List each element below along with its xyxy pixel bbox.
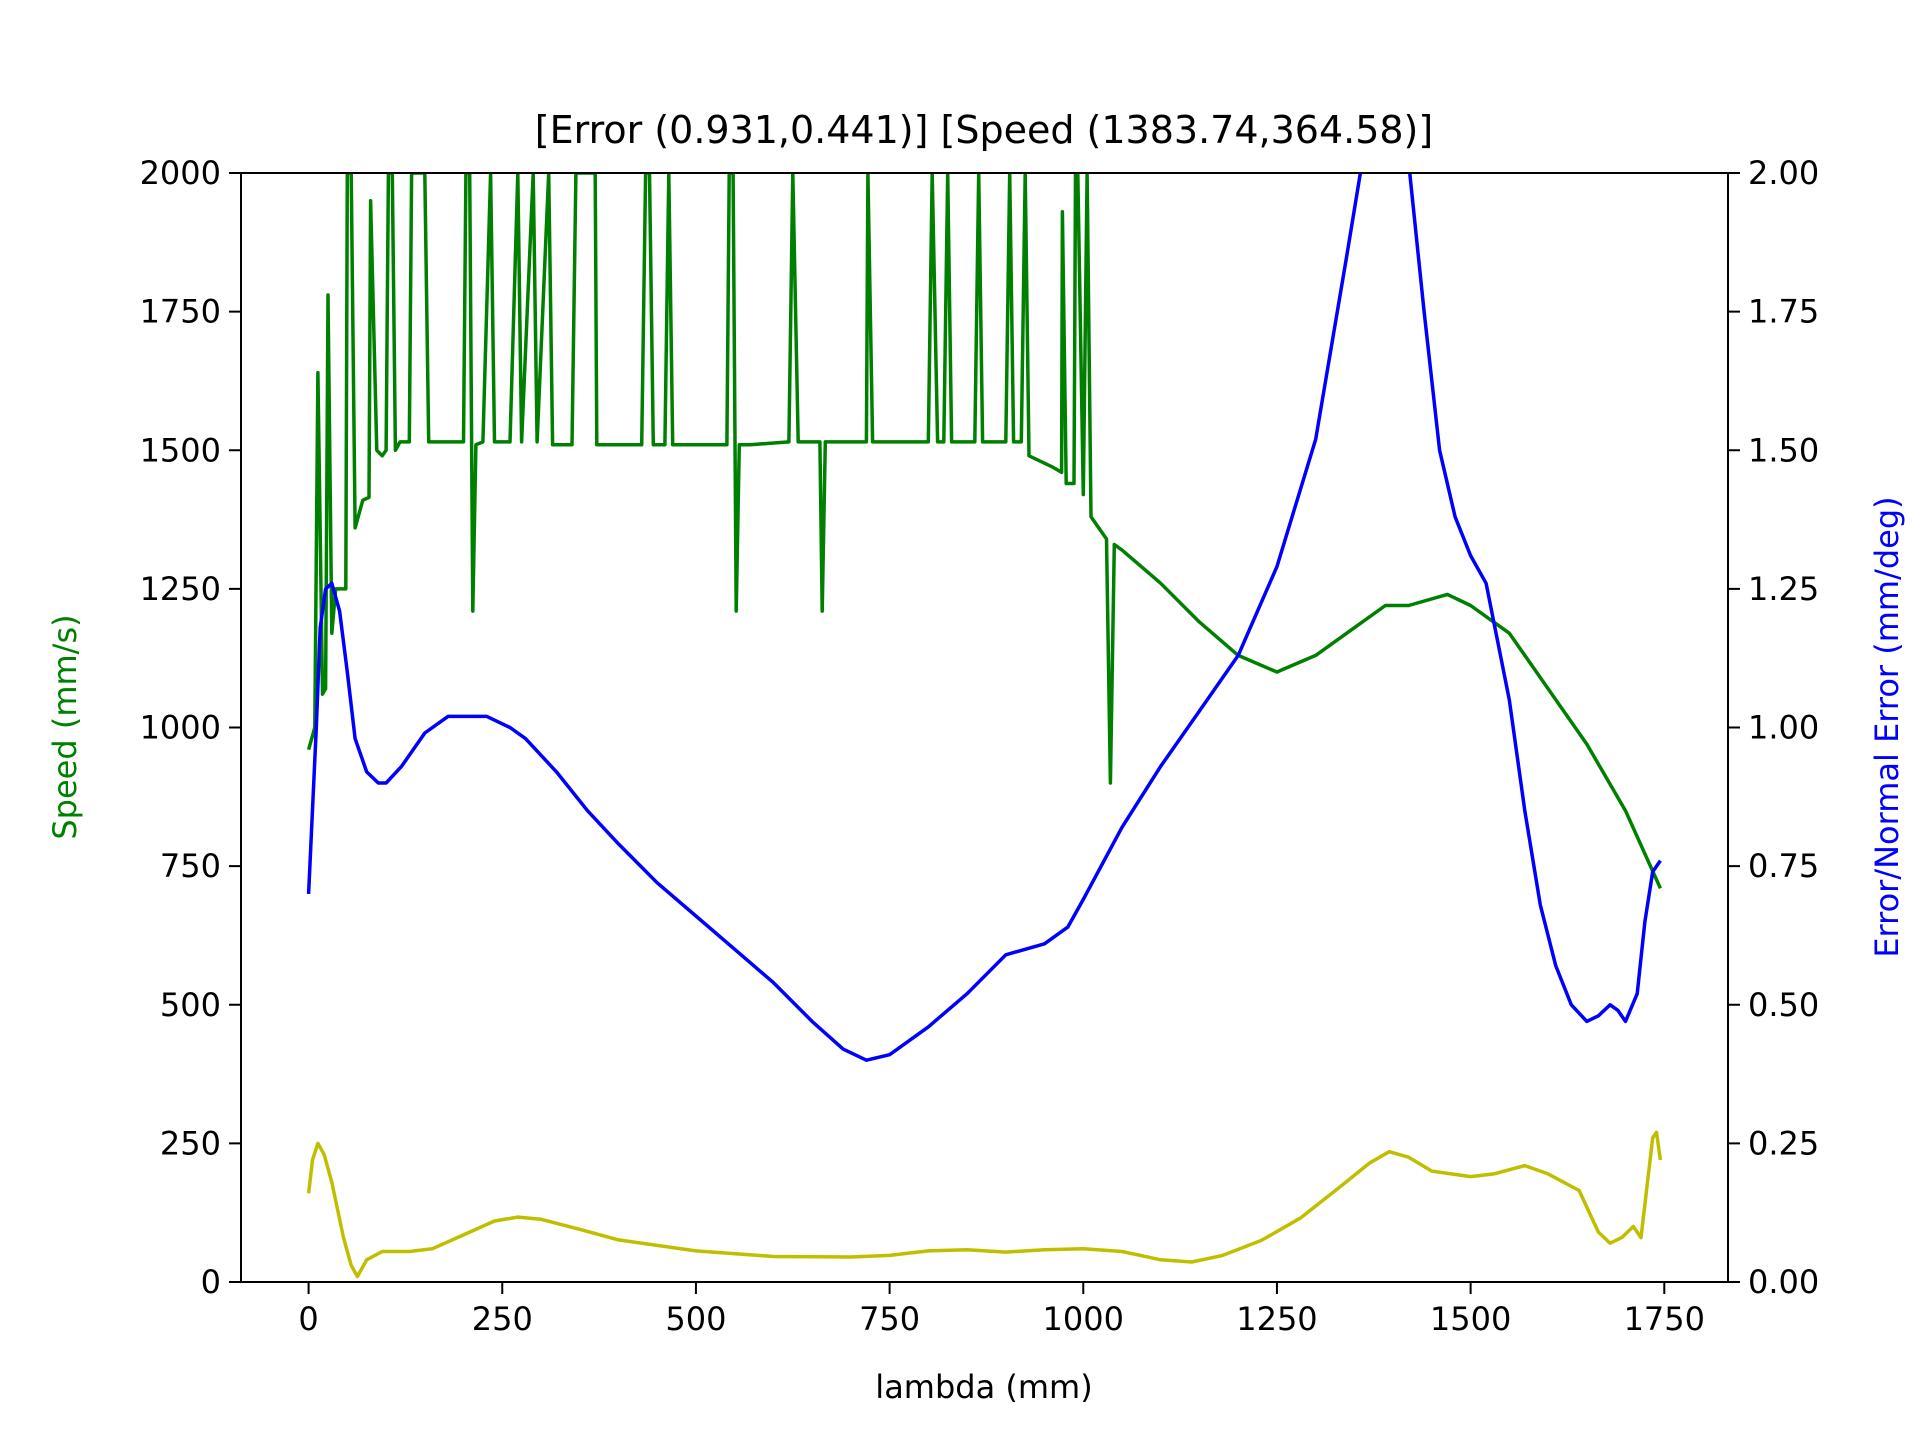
x-tick-label: 250 (472, 1300, 533, 1338)
x-tick-label: 1750 (1624, 1300, 1705, 1338)
x-axis-label: lambda (mm) (875, 1368, 1092, 1406)
y2-tick-label: 0.00 (1748, 1263, 1819, 1301)
series-line (306, 173, 1662, 890)
x-tick-label: 1500 (1430, 1300, 1511, 1338)
x-tick-label: 1250 (1236, 1300, 1317, 1338)
y-tick-label: 1750 (140, 293, 221, 331)
y2-axis-label: Error/Normal Error (mm/deg) (1868, 496, 1906, 957)
y2-tick-label: 0.50 (1748, 986, 1819, 1024)
y-axis-label: Speed (mm/s) (46, 614, 84, 839)
y2-tick-label: 1.75 (1748, 293, 1819, 331)
y-tick-label: 0 (201, 1263, 221, 1301)
y-tick-label: 750 (160, 847, 221, 885)
y2-tick-label: 1.25 (1748, 570, 1819, 608)
y2-tick-label: 1.50 (1748, 431, 1819, 469)
y-tick-label: 1000 (140, 709, 221, 747)
plot-area (306, 173, 1663, 1279)
series-line (306, 1130, 1663, 1279)
y-tick-label: 1500 (140, 431, 221, 469)
y-tick-label: 500 (160, 986, 221, 1024)
y-tick-label: 2000 (140, 154, 221, 192)
y2-tick-label: 2.00 (1748, 154, 1819, 192)
chart-title: [Error (0.931,0.441)] [Speed (1383.74,36… (535, 108, 1433, 152)
x-tick-label: 1000 (1043, 1300, 1124, 1338)
y-tick-label: 250 (160, 1124, 221, 1162)
y2-tick-label: 0.75 (1748, 847, 1819, 885)
x-tick-label: 0 (298, 1300, 318, 1338)
series-line (306, 173, 1662, 1062)
x-tick-label: 750 (859, 1300, 920, 1338)
y2-tick-label: 0.25 (1748, 1124, 1819, 1162)
y2-tick-label: 1.00 (1748, 709, 1819, 747)
y-tick-label: 1250 (140, 570, 221, 608)
x-tick-label: 500 (665, 1300, 726, 1338)
